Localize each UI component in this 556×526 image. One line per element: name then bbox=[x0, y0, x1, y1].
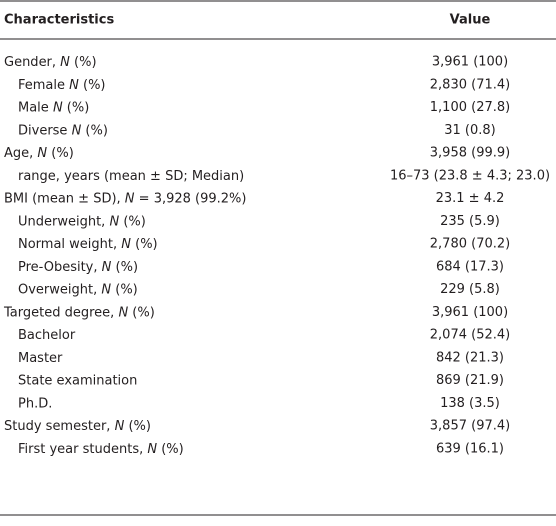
label-part: (%) bbox=[47, 146, 74, 161]
label-part: N bbox=[147, 441, 157, 456]
sub-row-label: Bachelor bbox=[18, 328, 76, 343]
label-part: Study semester, bbox=[4, 419, 115, 434]
label-part: (%) bbox=[111, 259, 138, 274]
sub-row-label: Underweight, N (%) bbox=[18, 214, 146, 229]
row-value: 1,100 (27.8) bbox=[430, 100, 510, 115]
header-label: Characteristics bbox=[4, 13, 114, 28]
label-part: N bbox=[53, 100, 63, 115]
label-part: Diverse bbox=[18, 123, 72, 138]
label-part: = 3,928 (99.2%) bbox=[135, 191, 247, 206]
label-part: (%) bbox=[119, 214, 146, 229]
label-part: (%) bbox=[131, 237, 158, 252]
label-part: (%) bbox=[63, 100, 90, 115]
label-part: Underweight, bbox=[18, 214, 109, 229]
label-part: Normal weight, bbox=[18, 237, 121, 252]
label-part: N bbox=[118, 305, 128, 320]
sub-row-label: State examination bbox=[18, 373, 137, 388]
label-part: N bbox=[72, 123, 82, 138]
label-part: (%) bbox=[157, 441, 184, 456]
row-value: 639 (16.1) bbox=[436, 441, 504, 456]
row-label: Gender, N (%) bbox=[4, 55, 97, 70]
label-part: Pre-Obesity, bbox=[18, 259, 102, 274]
row-value: 3,961 (100) bbox=[432, 305, 508, 320]
label-part: N bbox=[101, 282, 111, 297]
row-value: 31 (0.8) bbox=[444, 123, 496, 138]
label-part: Bachelor bbox=[18, 328, 76, 343]
label-part: Age, bbox=[4, 146, 37, 161]
label-part: (%) bbox=[79, 77, 106, 92]
row-value: 3,958 (99.9) bbox=[430, 146, 510, 161]
label-part: Female bbox=[18, 77, 69, 92]
row-value: 16–73 (23.8 ± 4.3; 23.0) bbox=[390, 168, 550, 183]
row-value: 2,780 (70.2) bbox=[430, 237, 510, 252]
row-value: 684 (17.3) bbox=[436, 259, 504, 274]
row-label: BMI (mean ± SD), N = 3,928 (99.2%) bbox=[4, 191, 246, 206]
row-label: Study semester, N (%) bbox=[4, 419, 151, 434]
sub-row-label: Master bbox=[18, 350, 63, 365]
sub-row-label: First year students, N (%) bbox=[18, 441, 184, 456]
row-label: Targeted degree, N (%) bbox=[3, 305, 155, 320]
sub-row-label: Diverse N (%) bbox=[18, 123, 108, 138]
sub-row-label: range, years (mean ± SD; Median) bbox=[18, 168, 244, 183]
label-part: N bbox=[121, 237, 131, 252]
label-part: State examination bbox=[18, 373, 137, 388]
label-part: BMI (mean ± SD), bbox=[4, 191, 125, 206]
label-part: Male bbox=[18, 100, 53, 115]
row-value: 3,857 (97.4) bbox=[430, 419, 510, 434]
row-value: 235 (5.9) bbox=[440, 214, 500, 229]
label-part: (%) bbox=[128, 305, 155, 320]
sub-row-label: Normal weight, N (%) bbox=[18, 237, 158, 252]
row-value: 869 (21.9) bbox=[436, 373, 504, 388]
sub-row-label: Pre-Obesity, N (%) bbox=[18, 259, 138, 274]
label-part: (%) bbox=[124, 419, 151, 434]
row-value: 2,830 (71.4) bbox=[430, 77, 510, 92]
row-value: 229 (5.8) bbox=[440, 282, 500, 297]
row-value: 23.1 ± 4.2 bbox=[436, 191, 505, 206]
sub-row-label: Female N (%) bbox=[18, 77, 106, 92]
label-part: N bbox=[109, 214, 119, 229]
label-part: (%) bbox=[70, 55, 97, 70]
label-part: N bbox=[69, 77, 79, 92]
row-value: 842 (21.3) bbox=[436, 350, 504, 365]
sub-row-label: Ph.D. bbox=[18, 396, 52, 411]
header-value: Value bbox=[450, 13, 491, 28]
row-label: Age, N (%) bbox=[4, 146, 74, 161]
row-value: 138 (3.5) bbox=[440, 396, 500, 411]
label-part: Gender, bbox=[4, 55, 60, 70]
label-part: N bbox=[115, 419, 125, 434]
label-part: Targeted degree, bbox=[3, 305, 118, 320]
label-part: Overweight, bbox=[18, 282, 101, 297]
label-part: (%) bbox=[111, 282, 138, 297]
label-part: Ph.D. bbox=[18, 396, 52, 411]
sub-row-label: Male N (%) bbox=[18, 100, 89, 115]
row-value: 2,074 (52.4) bbox=[430, 328, 510, 343]
sub-row-label: Overweight, N (%) bbox=[18, 282, 138, 297]
label-part: N bbox=[37, 146, 47, 161]
label-part: Master bbox=[18, 350, 63, 365]
label-part: range, years (mean ± SD; Median) bbox=[18, 168, 244, 183]
label-part: (%) bbox=[81, 123, 108, 138]
label-part: N bbox=[125, 191, 135, 206]
label-part: First year students, bbox=[18, 441, 147, 456]
row-value: 3,961 (100) bbox=[432, 55, 508, 70]
label-part: N bbox=[102, 259, 112, 274]
label-part: N bbox=[60, 55, 70, 70]
